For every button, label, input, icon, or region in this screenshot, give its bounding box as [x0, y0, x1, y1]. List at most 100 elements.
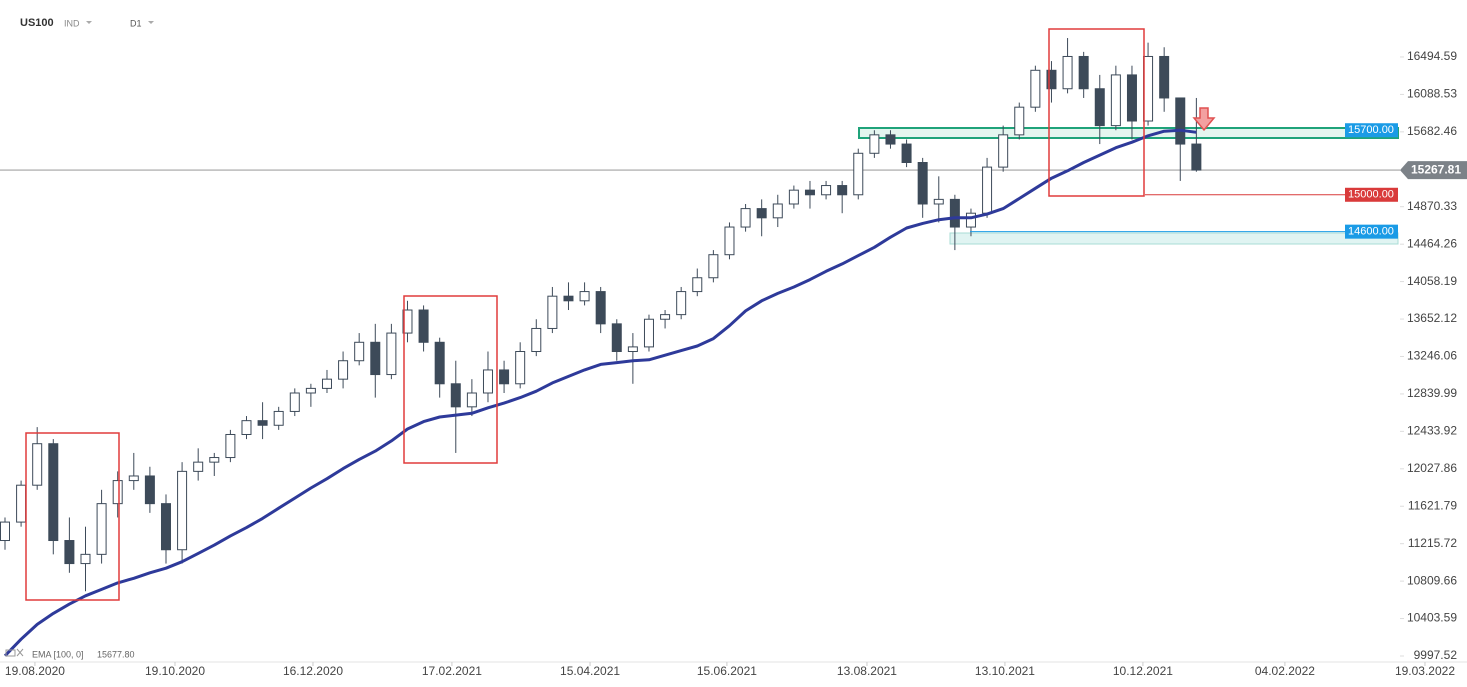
candle-body: [1110, 74, 1121, 127]
ema-line: [3, 128, 1197, 657]
candle-body: [354, 341, 365, 362]
level-label: 15700.00: [1348, 124, 1394, 136]
candle-body: [160, 503, 171, 551]
candle-body: [128, 475, 139, 482]
y-tick-label: 14464.26: [1407, 236, 1457, 250]
candle-body: [257, 420, 268, 426]
candle-body: [450, 383, 461, 408]
level-label: 14600.00: [1348, 226, 1394, 238]
y-tick-label: 12839.99: [1407, 386, 1457, 400]
dropdown-icon[interactable]: [148, 21, 154, 24]
candle-body: [579, 291, 590, 302]
candle-body: [466, 392, 477, 408]
y-tick-label: 12433.92: [1407, 424, 1457, 438]
candle-body: [821, 185, 832, 196]
candle-body: [788, 189, 799, 205]
candle-body: [756, 208, 767, 219]
candle-body: [80, 553, 91, 565]
candle-body: [386, 332, 397, 376]
market: IND: [64, 18, 80, 28]
x-tick-label: 15.06.2021: [697, 664, 757, 678]
ema-name: EMA [100, 0]: [32, 649, 84, 659]
candle-body: [772, 203, 783, 219]
candle-body: [708, 254, 719, 279]
last-price-tag: [1400, 161, 1467, 180]
dropdown-icon[interactable]: [86, 21, 92, 24]
candle-body: [193, 461, 204, 472]
candle-body: [209, 457, 220, 463]
candle-body: [370, 341, 381, 376]
candle-body: [1175, 97, 1186, 145]
candle-body: [482, 369, 493, 394]
candle-body: [740, 208, 751, 228]
support-zone: [949, 232, 1399, 245]
candle-body: [32, 443, 43, 486]
last-price-label: 15267.81: [1411, 162, 1461, 176]
candle-body: [16, 484, 27, 523]
candle-body: [627, 346, 638, 353]
indicator-icons[interactable]: [5, 648, 24, 657]
candle-body: [692, 277, 703, 293]
candle-body: [499, 369, 510, 385]
candle-body: [434, 341, 445, 385]
y-tick-label: 16494.59: [1407, 49, 1457, 63]
x-tick-label: 15.04.2021: [560, 664, 620, 678]
x-tick-label: 13.08.2021: [837, 664, 897, 678]
y-tick-label: 10403.59: [1407, 611, 1457, 625]
candle-body: [418, 309, 429, 343]
y-tick-label: 10809.66: [1407, 573, 1457, 587]
highlight-box: [25, 432, 120, 601]
x-tick-label: 19.08.2020: [5, 664, 65, 678]
candle-body: [1078, 55, 1089, 90]
candle-body: [804, 189, 815, 196]
candle-body: [837, 185, 848, 196]
candle-body: [611, 323, 622, 353]
candle-body: [112, 480, 123, 505]
x-tick-label: 16.12.2020: [283, 664, 343, 678]
resistance-zone: [858, 127, 1399, 139]
y-tick-label: 16088.53: [1407, 87, 1457, 101]
candle-body: [515, 351, 526, 385]
candle-body: [1062, 55, 1073, 90]
x-tick-label: 04.02.2022: [1255, 664, 1315, 678]
level-tag: [1345, 224, 1398, 239]
candle-body: [1126, 74, 1137, 122]
candle-body: [1159, 55, 1170, 99]
candle-body: [853, 152, 864, 196]
level-label: 15000.00: [1348, 189, 1394, 201]
down-arrow: [1192, 107, 1216, 132]
candle-body: [949, 198, 960, 228]
candle-body: [1143, 55, 1154, 122]
candle-body: [338, 360, 349, 380]
candle-body: [869, 134, 880, 154]
annotations: [25, 28, 1216, 601]
y-tick-label: 9997.52: [1414, 648, 1458, 662]
candle-body: [965, 212, 976, 228]
y-tick-label: 13246.06: [1407, 349, 1457, 363]
candle-body: [998, 134, 1009, 168]
interval[interactable]: D1: [130, 18, 142, 28]
candle-body: [144, 475, 155, 505]
y-tick-label: 14058.19: [1407, 274, 1457, 288]
candle-body: [225, 433, 236, 459]
level-tag: [1345, 187, 1398, 202]
candle-body: [48, 443, 59, 542]
x-tick-label: 19.03.2022: [1395, 664, 1455, 678]
level-tag: [1345, 123, 1398, 138]
candle-body: [273, 410, 284, 426]
symbol[interactable]: US100: [20, 17, 54, 29]
candle-body: [660, 314, 671, 320]
plot-area: [0, 38, 1400, 657]
zones: [858, 127, 1399, 245]
candle-body: [982, 166, 993, 214]
candle-body: [96, 503, 107, 555]
candle-body: [901, 143, 912, 164]
y-tick-label: 11215.72: [1408, 536, 1457, 550]
candle-body: [643, 318, 654, 348]
candle-body: [0, 521, 10, 542]
candle-body: [885, 134, 896, 145]
y-tick-label: 11621.79: [1408, 498, 1457, 512]
candle-body: [595, 291, 606, 325]
candle-body: [402, 309, 413, 334]
